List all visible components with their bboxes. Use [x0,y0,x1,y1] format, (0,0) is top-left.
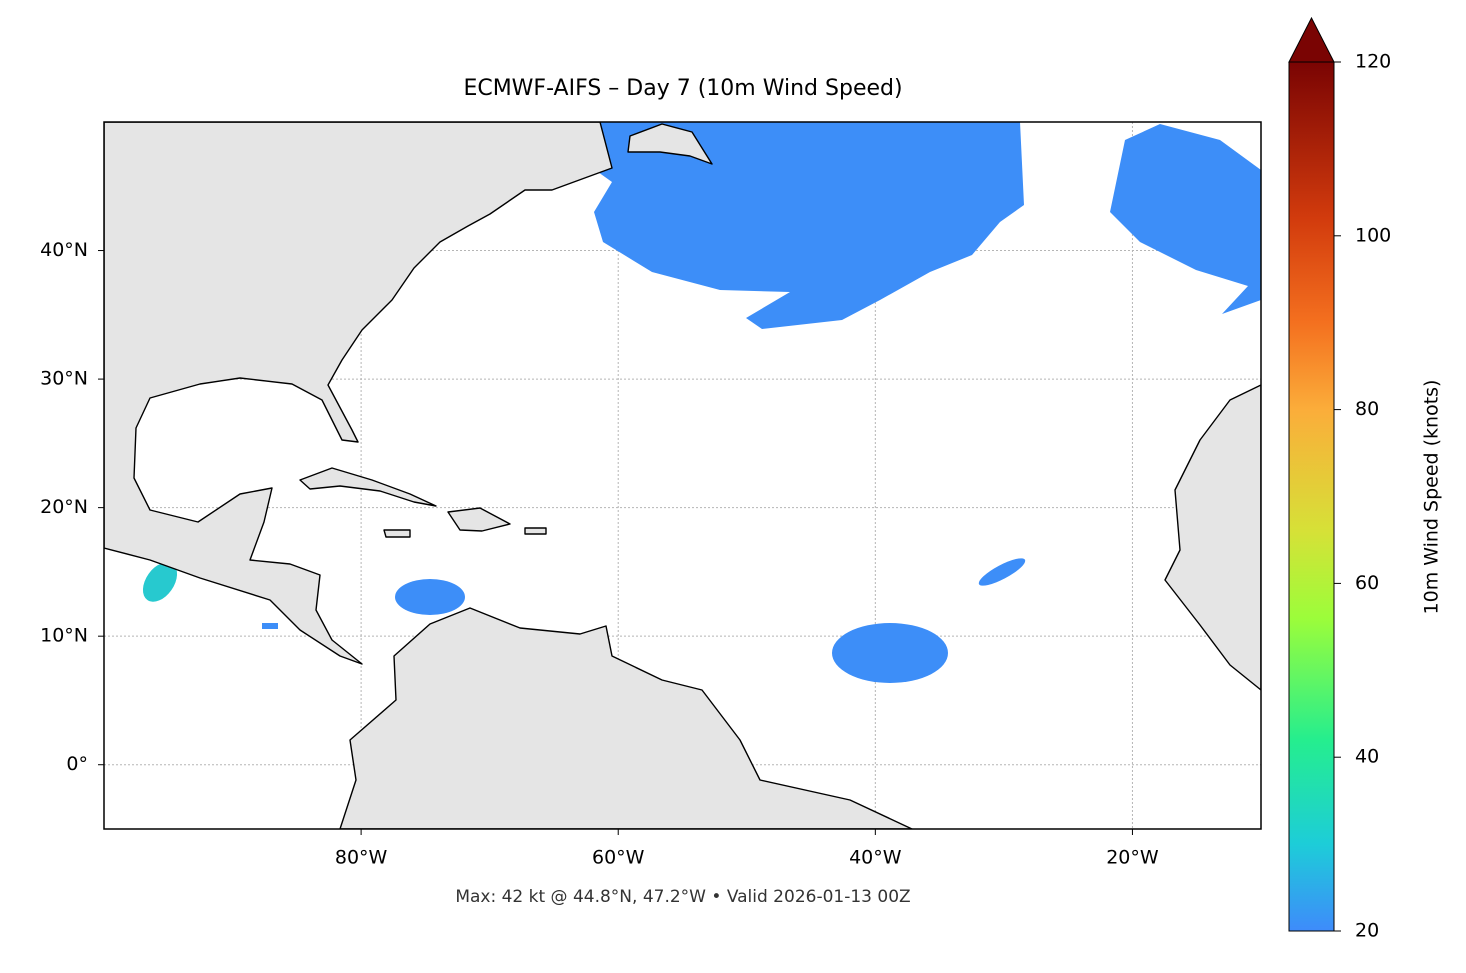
colorbar-tick-label: 60 [1355,572,1379,594]
lat-tick-label: 10°N [40,625,88,647]
map-title: ECMWF-AIFS – Day 7 (10m Wind Speed) [463,76,902,101]
wind-area [395,579,465,615]
wind-area [584,122,1024,329]
lat-tick-label: 0° [66,753,88,775]
land [627,123,713,165]
lon-tick-label: 60°W [592,847,645,869]
lon-tick-label: 40°W [849,847,902,869]
lat-tick-label: 40°N [40,239,88,261]
land [524,527,547,535]
wind-area [142,562,178,602]
colorbar-tick-label: 80 [1355,398,1379,420]
colorbar-tick-label: 100 [1355,224,1391,246]
wind-area [262,623,278,629]
colorbar-label: 10m Wind Speed (knots) [1421,380,1443,615]
wind-area [1110,124,1261,314]
colorbar-tick-label: 20 [1355,920,1379,942]
wind-area [978,558,1026,586]
lon-tick-label: 20°W [1106,847,1159,869]
land [1164,384,1261,691]
colorbar-tick-label: 40 [1355,746,1379,768]
land [339,607,913,829]
map-frame [103,121,1262,830]
lat-tick-label: 30°N [40,368,88,390]
land [447,507,511,532]
colorbar-tick-label: 120 [1355,51,1391,73]
land [299,467,437,507]
wind-area [832,623,948,683]
land [383,529,411,538]
colorbar-extend [1288,16,1335,63]
map-area [104,122,1261,829]
colorbar [1288,61,1335,932]
lon-tick-label: 80°W [335,847,388,869]
land [104,122,613,665]
footer: Max: 42 kt @ 44.8°N, 47.2°W • Valid 2026… [455,887,910,907]
lat-tick-label: 20°N [40,496,88,518]
